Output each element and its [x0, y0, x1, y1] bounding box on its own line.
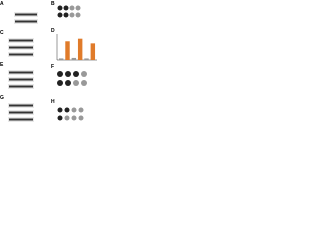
panel-label: E — [0, 62, 4, 68]
dots-h — [57, 107, 84, 121]
panel-label: F — [51, 64, 54, 70]
panel-label: D — [51, 28, 55, 34]
bar — [65, 41, 70, 60]
dots-b — [57, 5, 81, 18]
bar — [77, 38, 83, 60]
blots-g — [8, 103, 34, 122]
bar — [84, 58, 89, 60]
blots-a — [14, 12, 38, 24]
panel-label: H — [51, 99, 55, 105]
panel-label: C — [0, 30, 4, 36]
bar — [71, 57, 77, 60]
figure: A B C D E F G H — [0, 1, 97, 122]
panel-label: B — [51, 1, 55, 7]
blots-e — [8, 70, 34, 89]
blots-c — [8, 38, 34, 57]
bar — [58, 58, 64, 60]
dots-f — [57, 71, 87, 86]
panel-label: G — [0, 95, 4, 101]
panel-label: A — [0, 1, 4, 7]
bar — [90, 43, 96, 60]
